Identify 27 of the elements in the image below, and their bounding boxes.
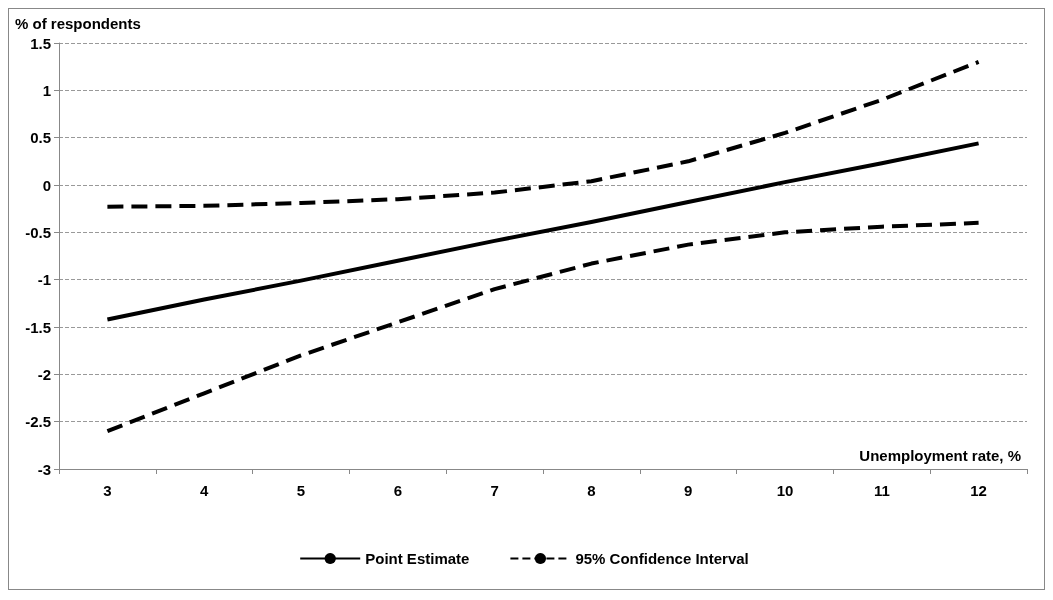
legend-label: 95% Confidence Interval: [575, 550, 749, 567]
y-tick-label: 0.5: [30, 129, 51, 147]
line-series: [105, 220, 981, 434]
line-series: [105, 141, 981, 322]
x-tick-label: 9: [684, 482, 693, 499]
y-axis-title: % of respondents: [15, 15, 141, 32]
line-series: [105, 59, 981, 209]
x-tick-label: 12: [970, 482, 987, 499]
x-tick-label: 10: [776, 482, 794, 499]
y-tick-label: -1.5: [25, 318, 51, 336]
x-tick-label: 5: [296, 482, 306, 499]
y-tick-label: -2: [37, 365, 51, 383]
y-tick-label: -3: [37, 460, 51, 478]
y-tick-label: 0: [42, 176, 51, 194]
x-tick-label: 6: [393, 482, 402, 499]
y-tick-label: -2.5: [25, 413, 51, 431]
x-tick-label: 4: [200, 482, 210, 499]
legend-label: Point Estimate: [365, 550, 470, 567]
x-axis-title: Unemployment rate, %: [859, 447, 1022, 464]
y-tick-label: -1: [37, 271, 51, 289]
x-tick-label: 3: [103, 482, 112, 499]
x-tick-label: 11: [873, 482, 890, 499]
x-tick-label: 8: [587, 482, 596, 499]
y-tick-label: 1: [42, 81, 51, 99]
y-tick-label: 1.5: [30, 34, 51, 52]
y-tick-label: -0.5: [25, 223, 51, 241]
x-tick-label: 7: [490, 482, 499, 499]
